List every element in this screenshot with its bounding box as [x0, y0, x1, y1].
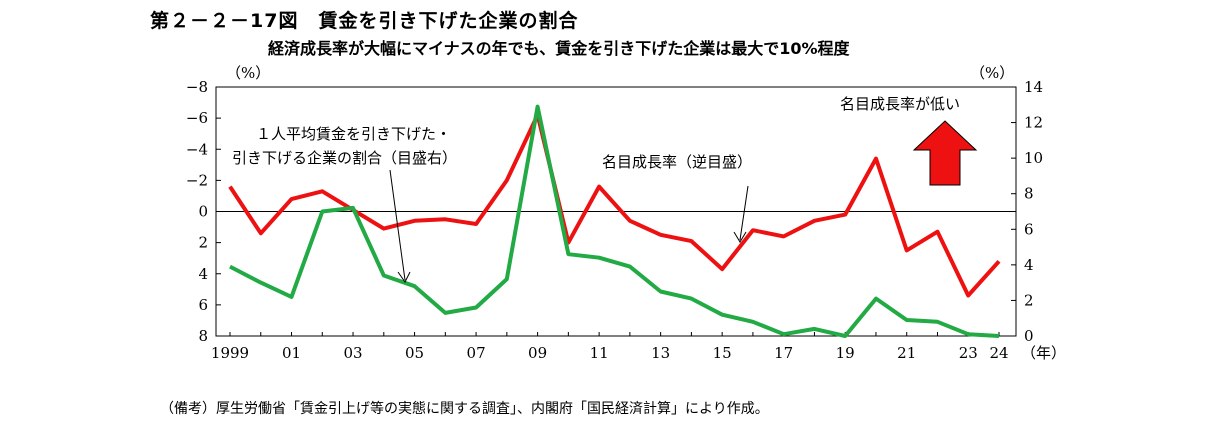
right-tick-label: 2 [1024, 291, 1034, 309]
right-tick-label: 4 [1024, 256, 1034, 274]
x-tick-label: 13 [651, 344, 670, 362]
green-series-label-line2: 引き下げる企業の割合（目盛右） [232, 149, 457, 167]
x-tick-label: 21 [897, 344, 916, 362]
x-axis-unit: （年） [1021, 344, 1066, 362]
low-growth-arrow-icon [912, 120, 978, 186]
right-tick-label: 14 [1024, 78, 1043, 96]
green-series-label-line1: １人平均賃金を引き下げた・ [256, 125, 451, 143]
left-tick-label: −4 [186, 140, 208, 158]
chart-subtitle: 経済成長率が大幅にマイナスの年でも、賃金を引き下げた企業は最大で10%程度 [268, 39, 850, 58]
green-label-leader-line [389, 169, 406, 281]
left-axis-unit: （%） [226, 64, 271, 82]
x-tick-label: 15 [713, 344, 732, 362]
left-tick-label: 2 [198, 234, 208, 252]
x-tick-label: 17 [774, 344, 793, 362]
x-tick-label: 03 [343, 344, 362, 362]
source-note: （備考）厚生労働省「賃金引上げ等の実態に関する調査」、内閣府「国民経済計算」によ… [160, 401, 769, 417]
red-label-leader-line [739, 185, 749, 241]
x-tick-label: 24 [989, 344, 1008, 362]
left-tick-label: 4 [198, 265, 208, 283]
left-tick-label: 8 [198, 327, 208, 345]
x-tick-label: 07 [467, 344, 486, 362]
right-tick-label: 8 [1024, 185, 1034, 203]
red-series-label: 名目成長率（逆目盛） [602, 153, 752, 171]
series-line-wage-cut-share [229, 104, 1000, 338]
x-tick-label: 1999 [211, 344, 249, 362]
x-tick-label: 23 [959, 344, 978, 362]
left-tick-label: 0 [198, 203, 208, 221]
x-tick-label: 09 [528, 344, 547, 362]
right-tick-label: 6 [1024, 220, 1034, 238]
x-tick-label: 19 [836, 344, 855, 362]
right-axis-unit: （%） [970, 64, 1015, 82]
left-tick-label: 6 [198, 296, 208, 314]
chart-title: 第２－２－17図 賃金を引き下げた企業の割合 [150, 10, 579, 32]
low-growth-arrow-label: 名目成長率が低い [840, 95, 960, 113]
x-tick-label: 05 [405, 344, 424, 362]
annotations: １人平均賃金を引き下げた・ 引き下げる企業の割合（目盛右） 名目成長率（逆目盛）… [232, 95, 978, 283]
red-label-leader-arrowhead [733, 231, 747, 243]
series-line-nominal-growth [228, 113, 1001, 298]
right-tick-label: 10 [1024, 149, 1043, 167]
x-tick-label: 11 [590, 344, 609, 362]
green-label-leader-arrowhead [397, 271, 411, 283]
left-tick-label: −2 [186, 171, 208, 189]
right-tick-label: 12 [1024, 114, 1043, 132]
left-tick-label: −6 [186, 109, 208, 127]
right-tick-label: 0 [1024, 327, 1034, 345]
left-tick-label: −8 [186, 78, 208, 96]
x-tick-label: 01 [282, 344, 301, 362]
series [228, 104, 1001, 338]
